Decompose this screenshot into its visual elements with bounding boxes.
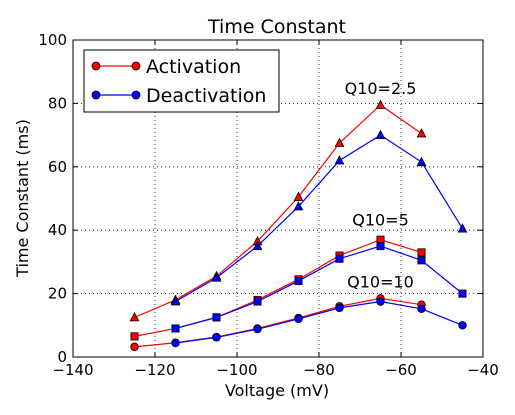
x-tick-label: −100 (216, 361, 257, 379)
y-tick-label: 40 (48, 221, 67, 239)
activation-circle-point (130, 342, 139, 352)
activation-square-point (417, 248, 426, 257)
legend: Activation Deactivation (83, 49, 280, 113)
activation-line (134, 104, 422, 318)
deactivation-line (175, 245, 463, 330)
annotation-label: Q10=10 (347, 272, 414, 291)
deactivation-circle-point (458, 321, 467, 330)
deactivation-triangle-point (293, 201, 304, 211)
deactivation-square-point (458, 289, 467, 298)
y-tick-label: 60 (48, 158, 67, 176)
x-tick-label: −40 (467, 361, 499, 379)
deactivation-triangle-point (457, 223, 468, 233)
y-tick-label: 80 (48, 94, 67, 112)
deactivation-triangle-point (334, 155, 345, 165)
deactivation-circle-point (417, 304, 426, 314)
legend-label: Deactivation (146, 85, 266, 107)
x-tick-label: −120 (134, 361, 175, 379)
y-tick-label: 0 (57, 348, 67, 366)
activation-triangle-point (375, 99, 386, 109)
deactivation-square-point (294, 276, 303, 285)
activation-triangle-point (129, 312, 140, 322)
deactivation-circle-point (294, 314, 303, 324)
legend-label: Activation (146, 56, 241, 78)
legend-box (83, 49, 280, 113)
deactivation-square-point (212, 313, 221, 322)
deactivation-triangle-point (170, 296, 181, 306)
legend-marker (131, 90, 141, 100)
deactivation-circle-point (212, 333, 221, 342)
deactivation-square-point (376, 242, 385, 251)
data-points (129, 99, 468, 352)
series-lines (134, 104, 464, 348)
deactivation-triangle-point (211, 272, 222, 282)
activation-triangle-point (293, 191, 304, 201)
activation-triangle-point (416, 128, 427, 138)
x-tick-label: −80 (303, 361, 335, 379)
deactivation-triangle-point (375, 129, 386, 140)
deactivation-square-point (335, 254, 344, 263)
deactivation-triangle-point (416, 156, 427, 166)
annotation-label: Q10=2.5 (345, 79, 417, 98)
deactivation-circle-point (253, 324, 262, 334)
deactivation-circle-point (335, 303, 344, 313)
deactivation-triangle-point (252, 240, 263, 250)
x-tick-label: −140 (52, 361, 93, 379)
legend-marker (91, 61, 101, 71)
activation-triangle-point (334, 137, 345, 147)
y-tick-label: 20 (48, 285, 67, 303)
deactivation-square-point (253, 297, 262, 306)
y-tick-label: 100 (38, 31, 67, 49)
x-axis-label: Voltage (mV) (225, 381, 329, 400)
annotation-label: Q10=5 (352, 210, 409, 229)
deactivation-square-point (171, 324, 180, 333)
plot-frame (72, 39, 484, 358)
deactivation-square-point (417, 256, 426, 265)
deactivation-line (175, 300, 463, 344)
deactivation-circle-point (376, 297, 385, 306)
legend-marker (131, 61, 141, 71)
chart-title: Time Constant (207, 16, 346, 38)
annotations: Q10=2.5 Q10=5 Q10=10 (345, 79, 417, 291)
activation-square-point (130, 332, 139, 341)
deactivation-circle-point (171, 338, 180, 348)
x-tick-label: −60 (385, 361, 417, 379)
axes: −140 −120 −100 −80 −60 −40 0 20 40 60 80 100 (38, 31, 498, 379)
y-axis-label: Time Constant (ms) (13, 119, 32, 278)
legend-marker (91, 90, 101, 100)
deactivation-line (175, 134, 464, 303)
